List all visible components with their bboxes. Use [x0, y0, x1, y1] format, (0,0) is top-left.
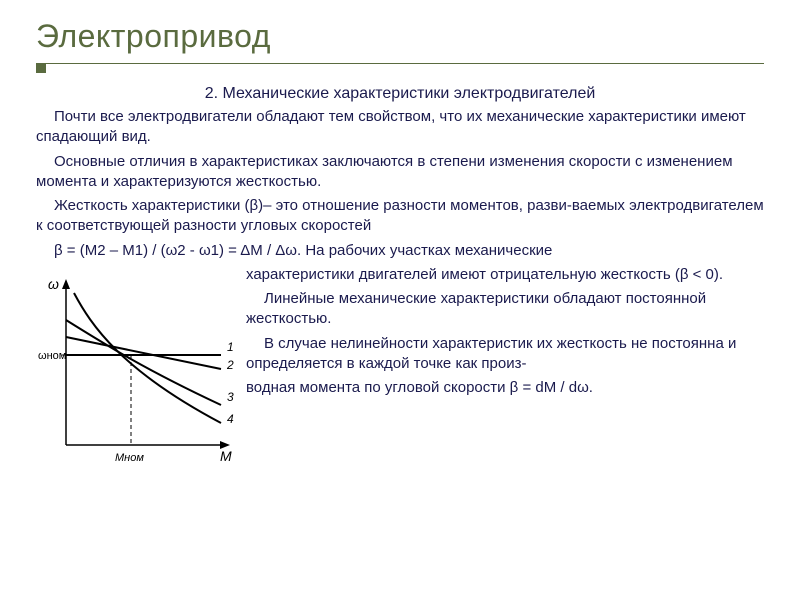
- svg-text:2: 2: [226, 358, 234, 372]
- paragraph: Основные отличия в характеристиках заклю…: [36, 152, 764, 193]
- svg-text:Мном: Мном: [115, 452, 144, 464]
- slide: Электропривод 2. Механические характерис…: [0, 0, 800, 600]
- svg-text:ωном: ωном: [38, 350, 66, 362]
- svg-text:3: 3: [227, 390, 234, 404]
- svg-text:4: 4: [227, 412, 234, 426]
- lower-row: ω Мωном Мном 1 2 3 4 характеристики двигателей…: [36, 265, 764, 471]
- title-underline: [36, 63, 764, 64]
- svg-text:ω: ω: [48, 276, 59, 292]
- slide-title: Электропривод: [36, 18, 764, 61]
- title-marker: [36, 63, 46, 73]
- mechanical-characteristics-chart: ω Мωном Мном 1 2 3 4: [36, 275, 236, 465]
- title-block: Электропривод: [36, 18, 764, 73]
- chart-column: ω Мωном Мном 1 2 3 4: [36, 265, 236, 471]
- paragraph: β = (М2 – М1) / (ω2 - ω1) = ΔМ / Δω. На …: [36, 241, 764, 261]
- svg-text:1: 1: [227, 340, 234, 354]
- paragraph: водная момента по угловой скорости β = d…: [246, 378, 764, 398]
- subtitle: 2. Механические характеристики электродв…: [36, 85, 764, 103]
- paragraph: Линейные механические характеристики обл…: [246, 289, 764, 330]
- svg-text:М: М: [220, 448, 232, 464]
- text-column: характеристики двигателей имеют отрицате…: [246, 265, 764, 403]
- paragraph: Почти все электродвигатели обладают тем …: [36, 107, 764, 148]
- body-text: Почти все электродвигатели обладают тем …: [36, 107, 764, 471]
- paragraph: характеристики двигателей имеют отрицате…: [246, 265, 764, 285]
- paragraph: Жесткость характеристики (β)– это отноше…: [36, 196, 764, 237]
- paragraph: В случае нелинейности характеристик их ж…: [246, 334, 764, 375]
